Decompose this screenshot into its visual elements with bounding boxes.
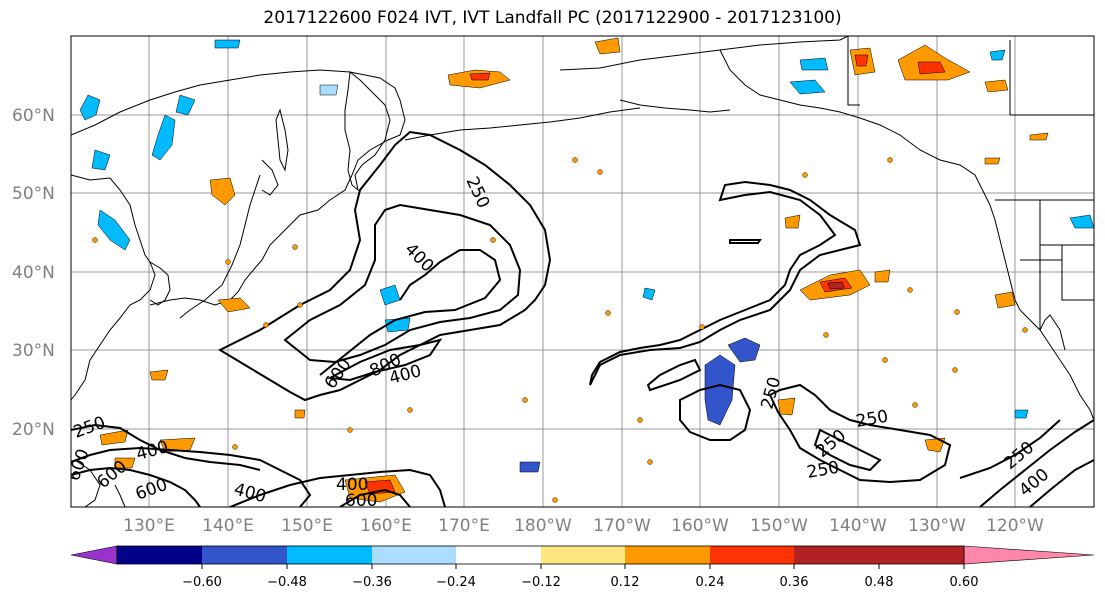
- colorbar-tick-label: 0.48: [865, 575, 894, 590]
- lon-label: 150°W: [750, 516, 808, 536]
- colorbar-tick-label: 0.36: [780, 575, 809, 590]
- colorbar-tick-label: 0.24: [696, 575, 725, 590]
- lat-axis: 60°N 50°N 40°N 30°N 20°N: [12, 106, 55, 440]
- colorbar-ticks: [201, 564, 965, 569]
- colorbar-tick-label: −0.36: [352, 575, 392, 590]
- colorbar-tick-label: −0.60: [182, 575, 222, 590]
- lon-label: 150°E: [281, 516, 333, 536]
- lon-label: 170°W: [593, 516, 651, 536]
- lon-label: 160°E: [360, 516, 412, 536]
- lon-label: 120°W: [986, 516, 1044, 536]
- colorbar-extend-right: [963, 545, 1095, 565]
- lon-label: 140°W: [829, 516, 887, 536]
- lon-axis: 130°E 140°E 150°E 160°E 170°E 180°W 170°…: [123, 516, 1044, 536]
- lon-label: 180°W: [514, 516, 572, 536]
- colorbar-tick-label: −0.48: [267, 575, 307, 590]
- colorbar-segment: [202, 546, 287, 564]
- colorbar-extend-left: [70, 545, 118, 565]
- colorbar-segment: [879, 546, 964, 564]
- lon-label: 140°E: [202, 516, 254, 536]
- colorbar-tick-label: −0.24: [436, 575, 476, 590]
- lat-label: 50°N: [12, 184, 55, 204]
- gridlines: [71, 36, 1094, 507]
- colorbar-segment: [456, 546, 541, 564]
- contour-label: 400: [336, 475, 368, 495]
- lon-label: 160°W: [671, 516, 729, 536]
- small-dots: [92, 157, 1028, 503]
- colorbar: −0.60 −0.48 −0.36 −0.24 −0.12 0.12 0.24 …: [70, 545, 1095, 590]
- colorbar-segment: [625, 546, 710, 564]
- colorbar-segment: [541, 546, 625, 564]
- lat-label: 40°N: [12, 263, 55, 283]
- contour-label: 600: [345, 491, 377, 511]
- chart-title: 2017122600 F024 IVT, IVT Landfall PC (20…: [263, 8, 842, 28]
- ivt-contours: [71, 130, 1094, 507]
- colorbar-tick-label: −0.12: [521, 575, 561, 590]
- colorbar-tick-label: 0.12: [611, 575, 640, 590]
- lat-label: 20°N: [12, 420, 55, 440]
- colorbar-segment: [710, 546, 794, 564]
- colorbar-tick-label: 0.60: [950, 575, 979, 590]
- map-border: [70, 35, 1095, 508]
- colorbar-segment: [794, 546, 879, 564]
- lon-label: 130°E: [123, 516, 175, 536]
- lon-label: 130°W: [908, 516, 966, 536]
- anomaly-patches: [79, 37, 1094, 503]
- colorbar-segment: [117, 546, 202, 564]
- colorbar-segment: [372, 546, 456, 564]
- colorbar-segment: [287, 546, 372, 564]
- lat-label: 30°N: [12, 341, 55, 361]
- lat-label: 60°N: [12, 106, 55, 126]
- lon-label: 170°E: [438, 516, 490, 536]
